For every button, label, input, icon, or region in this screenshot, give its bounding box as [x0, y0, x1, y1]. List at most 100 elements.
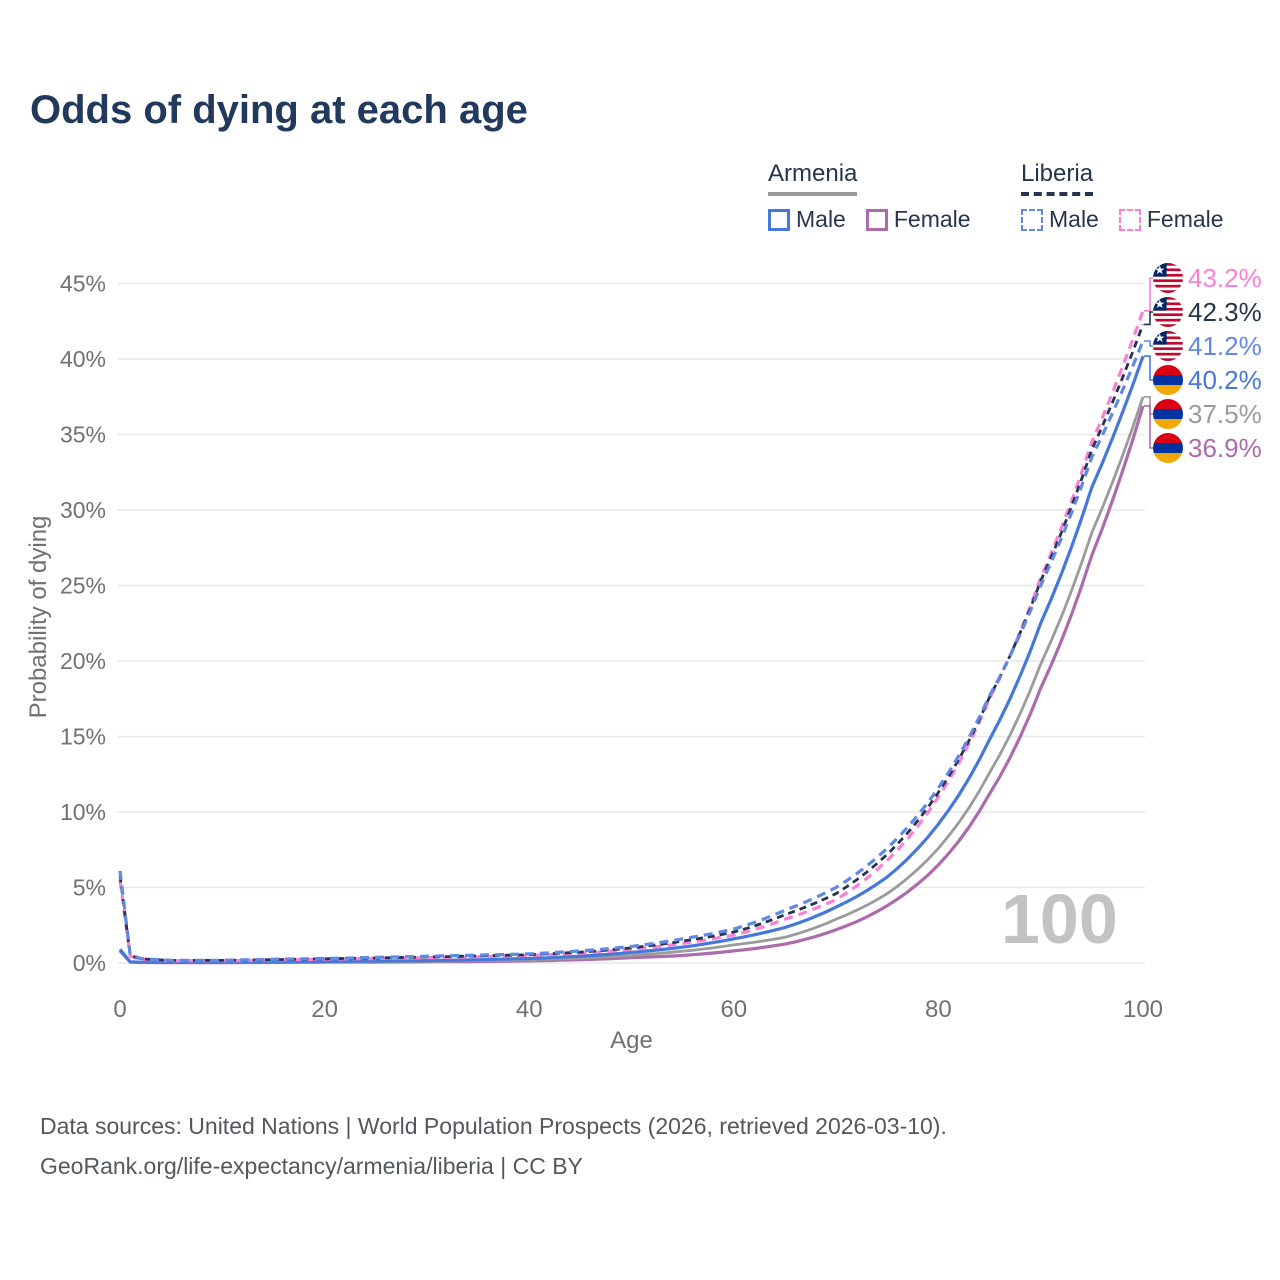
y-tick-35pct: 35% [60, 422, 106, 448]
liberia-flag-icon: ★ [1153, 297, 1183, 327]
y-tick-5pct: 5% [73, 875, 106, 901]
y-tick-20pct: 20% [60, 648, 106, 674]
end-label-connectors [1144, 277, 1153, 449]
x-tick-60: 60 [720, 996, 747, 1023]
liberia-flag-icon: ★ [1153, 263, 1183, 293]
liberia-flag-stripe [1153, 321, 1183, 325]
liberia-flag-stripe [1153, 284, 1183, 288]
footer-sources-line: Data sources: United Nations | World Pop… [40, 1113, 947, 1139]
end-label-armenia: 37.5% [1188, 399, 1262, 429]
liberia-flag-icon: ★ [1153, 331, 1183, 361]
legend: Armenia Male Female Liberia Male [0, 160, 1280, 240]
connector-liberia [1144, 311, 1153, 326]
liberia-flag-stripe [1153, 265, 1183, 269]
liberia-flag-star: ★ [1154, 263, 1165, 277]
end-label-liberia-female: 43.2% [1188, 263, 1262, 293]
end-label-liberia: 42.3% [1188, 297, 1262, 327]
series-line-armenia-male[interactable] [118, 355, 1145, 964]
liberia-male-swatch [1021, 208, 1043, 231]
connector-liberia-male [1144, 340, 1153, 347]
y-tick-45pct: 45% [60, 271, 106, 297]
legend-header-armenia[interactable]: Armenia [768, 160, 858, 196]
liberia-flag-stripe [1153, 313, 1183, 317]
connector-armenia-female [1144, 405, 1153, 449]
liberia-female-swatch [1118, 208, 1141, 231]
armenia-male-label: Male [796, 206, 846, 232]
series-line-armenia[interactable] [118, 396, 1145, 964]
legend-header-liberia[interactable]: Liberia [1021, 160, 1094, 196]
end-label-armenia-male: 40.2% [1188, 365, 1262, 395]
liberia-flag-star: ★ [1154, 297, 1165, 311]
y-axis-title: Probability of dying [25, 516, 52, 719]
liberia-flag-stripe [1153, 316, 1183, 320]
x-tick-20: 20 [311, 996, 338, 1023]
y-tick-10pct: 10% [60, 799, 106, 825]
page-title: Odds of dying at each age [30, 88, 528, 132]
liberia-flag-stripe [1153, 287, 1183, 291]
armenia-female-swatch [865, 208, 888, 231]
liberia-flag-stripe [1153, 276, 1183, 280]
liberia-flag-stripe [1153, 299, 1183, 303]
legend-item-liberia-male[interactable]: Male [1021, 206, 1099, 233]
y-tick-40pct: 40% [60, 346, 106, 372]
legend-items-liberia: Male Female [1021, 206, 1244, 233]
liberia-flag-stripe [1153, 341, 1183, 345]
legend-item-armenia-male[interactable]: Male [768, 206, 846, 233]
legend-item-armenia-female[interactable]: Female [865, 206, 971, 233]
liberia-flag-stripe [1153, 324, 1183, 327]
liberia-flag-stripe [1153, 268, 1183, 272]
data-source-footer: Data sources: United Nations | World Pop… [40, 1106, 947, 1186]
armenia-flag-blue-band [1153, 409, 1183, 419]
liberia-flag-stripe [1153, 273, 1183, 277]
series-lines [118, 310, 1145, 965]
y-tick-0pct: 0% [73, 950, 106, 976]
x-tick-0: 0 [113, 996, 126, 1023]
armenia-flag-orange-band [1153, 453, 1183, 463]
liberia-flag-stripe [1153, 358, 1183, 361]
age-watermark: 100 [1001, 880, 1118, 958]
liberia-male-label: Male [1049, 206, 1099, 232]
x-tick-100: 100 [1123, 996, 1163, 1023]
end-label-values: 43.2% 42.3% 41.2% 40.2% 37.5% 36.9% [1188, 263, 1262, 463]
connector-liberia-female [1144, 277, 1153, 312]
liberia-flag-stripe [1153, 263, 1183, 267]
x-tick-80: 80 [925, 996, 952, 1023]
connector-armenia-male [1144, 355, 1153, 381]
armenia-flag-blue-band [1153, 443, 1183, 453]
series-line-armenia-female[interactable] [118, 405, 1145, 965]
end-label-armenia-female: 36.9% [1188, 433, 1262, 463]
liberia-flag-stripe [1153, 355, 1183, 359]
liberia-flag-stripe [1153, 290, 1183, 293]
liberia-flag-stripe [1153, 307, 1183, 311]
armenia-flag-icon [1153, 399, 1183, 429]
series-line-liberia[interactable] [118, 323, 1145, 962]
armenia-flag-red-band [1153, 433, 1183, 443]
footer-attribution-line: GeoRank.org/life-expectancy/armenia/libe… [40, 1153, 583, 1179]
armenia-flag-icon [1153, 433, 1183, 463]
liberia-flag-stripe [1153, 333, 1183, 337]
armenia-flag-orange-band [1153, 385, 1183, 395]
x-axis-title: Age [610, 1027, 653, 1054]
y-tick-15pct: 15% [60, 724, 106, 750]
series-line-liberia-female[interactable] [118, 310, 1145, 963]
x-axis-tick-labels: 0 20 40 60 80 100 [113, 996, 1163, 1023]
legend-item-liberia-female[interactable]: Female [1118, 206, 1224, 233]
liberia-flag-stripe [1153, 331, 1183, 335]
x-tick-40: 40 [516, 996, 543, 1023]
armenia-flag-red-band [1153, 365, 1183, 375]
liberia-flag-stripe [1153, 350, 1183, 354]
y-tick-25pct: 25% [60, 573, 106, 599]
liberia-flag-stripe [1153, 310, 1183, 314]
liberia-flag-stripe [1153, 339, 1183, 343]
series-line-liberia-male[interactable] [118, 340, 1145, 962]
end-label-liberia-male: 41.2% [1188, 331, 1262, 361]
y-tick-30pct: 30% [60, 497, 106, 523]
armenia-flag-icon [1153, 365, 1183, 395]
liberia-flag-stripe [1153, 318, 1183, 322]
gridlines [118, 282, 1145, 964]
armenia-male-swatch [768, 208, 790, 231]
armenia-flag-orange-band [1153, 419, 1183, 429]
legend-items-armenia: Male Female [768, 206, 991, 233]
